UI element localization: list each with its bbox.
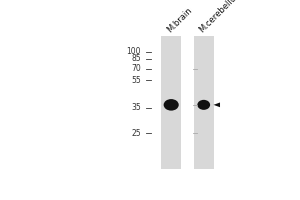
- Text: M.brain: M.brain: [165, 5, 194, 34]
- Polygon shape: [214, 102, 220, 107]
- Bar: [194, 36, 214, 169]
- Text: 55: 55: [131, 76, 141, 85]
- Ellipse shape: [164, 99, 179, 111]
- Text: 85: 85: [131, 54, 141, 63]
- Ellipse shape: [197, 100, 210, 110]
- Text: 100: 100: [127, 47, 141, 56]
- Bar: [161, 36, 181, 169]
- Text: 25: 25: [131, 129, 141, 138]
- Text: 35: 35: [131, 103, 141, 112]
- Text: 70: 70: [131, 64, 141, 73]
- Text: M.cerebellum: M.cerebellum: [197, 0, 244, 34]
